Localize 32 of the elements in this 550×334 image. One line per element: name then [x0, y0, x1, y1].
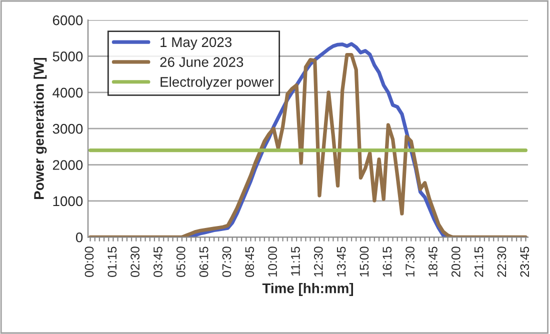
x-axis-title: Time [hh:mm] [262, 283, 354, 296]
y-tick-label: 5000 [52, 52, 83, 62]
y-axis-title: Power generation [W] [34, 58, 47, 200]
x-tick-label: 13:45 [336, 246, 346, 276]
y-tick-label: 0 [76, 232, 83, 242]
x-tick-label: 10:00 [268, 246, 277, 276]
x-tick-label: 12:30 [314, 246, 323, 276]
x-tick-label: 20:00 [451, 246, 460, 277]
y-tick-label: 3000 [52, 124, 83, 134]
x-tick-label: 23:45 [520, 246, 530, 277]
x-tick-label: 06:15 [199, 246, 208, 277]
x-tick-label: 00:00 [84, 246, 94, 277]
y-tick-label: 6000 [52, 15, 83, 26]
x-tick-label: 21:15 [474, 246, 484, 277]
x-tick-label: 02:30 [130, 246, 140, 277]
legend-label: 26 June 2023 [160, 57, 244, 67]
x-tick-label: 07:30 [222, 246, 232, 277]
x-tick-label: 01:15 [108, 246, 117, 277]
x-tick-label: 15:00 [360, 246, 369, 276]
y-tick-label: 1000 [53, 196, 83, 206]
x-tick-label: 05:00 [176, 246, 186, 277]
x-tick-label: 03:45 [154, 246, 162, 277]
legend-label: Electrolyzer power [160, 76, 274, 90]
x-tick-label: 17:30 [406, 246, 414, 276]
y-tick-label: 2000 [52, 160, 83, 170]
x-tick-label: 22:30 [497, 246, 506, 277]
x-tick-label: 11:15 [291, 246, 300, 276]
x-tick-label: 16:15 [382, 246, 392, 276]
legend-label: 1 May 2023 [160, 37, 232, 50]
y-tick-label: 4000 [52, 88, 83, 98]
x-tick-label: 18:45 [428, 246, 438, 276]
x-tick-label: 08:45 [245, 246, 254, 277]
